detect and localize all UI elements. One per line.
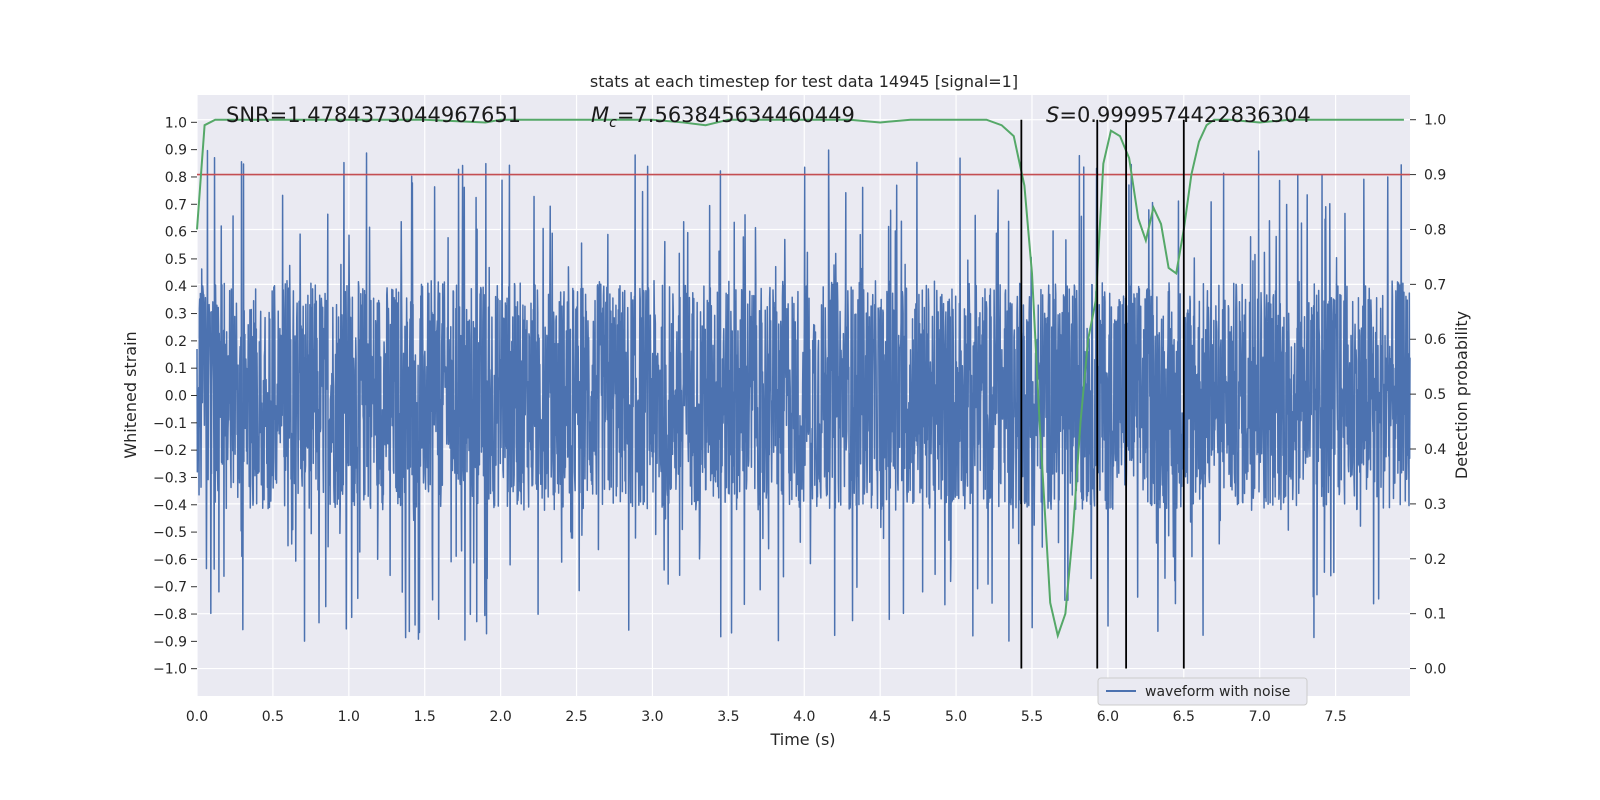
probability-line: [196, 118, 1404, 640]
mc-annotation: Mc=7.563845634460449: [591, 103, 855, 131]
x-tick-label: 0.0: [186, 709, 208, 725]
y-right-tick-labels: 1.0 0.9 0.8 0.7 0.6 0.5 0.4 0.3 0.2 0.1 0.0: [1410, 113, 1446, 678]
vertical-markers: [1020, 119, 1185, 669]
y-right-tick-label: 1.0: [1424, 113, 1446, 129]
y-right-tick-label: 0.5: [1424, 387, 1446, 403]
y-left-tick-label: 0.9: [165, 143, 187, 159]
y-left-tick-label: −1.0: [153, 662, 187, 678]
y-right-tick-label: 0.6: [1424, 332, 1446, 348]
y-left-tick-label: −0.8: [153, 607, 187, 623]
y-left-tick-label: −0.3: [153, 470, 187, 486]
legend-entry: waveform with noise: [1145, 684, 1290, 700]
y-left-tick-label: 0.8: [165, 170, 187, 186]
y-left-tick-label: 0.2: [165, 334, 187, 350]
y-left-tick-label: 1.0: [165, 115, 187, 131]
y-right-tick-label: 0.0: [1424, 662, 1446, 678]
y-left-tick-label: 0.1: [165, 361, 187, 377]
s-symbol: S: [1046, 103, 1059, 127]
y-right-tick-label: 0.8: [1424, 222, 1446, 238]
y-right-tick-label: 0.9: [1424, 168, 1446, 184]
mc-value: =7.563845634460449: [617, 103, 855, 127]
x-tick-label: 4.5: [869, 709, 891, 725]
x-tick-label: 7.5: [1324, 709, 1346, 725]
y-left-tick-labels: 1.0 0.9 0.8 0.7 0.6 0.5 0.4 0.3 0.2 0.1 0.0 −0.1 −0.…: [153, 115, 197, 678]
y-left-tick-label: 0.5: [165, 252, 187, 268]
x-tick-label: 1.5: [414, 709, 436, 725]
legend: waveform with noise: [1097, 677, 1308, 706]
x-tick-label: 1.0: [338, 709, 360, 725]
y-left-tick-label: 0.7: [165, 197, 187, 213]
x-tick-label: 3.5: [717, 709, 739, 725]
mc-subscript: c: [609, 115, 617, 131]
s-annotation: S=0.9999574422836304: [1046, 103, 1311, 127]
x-axis-label: Time (s): [769, 730, 835, 749]
y-left-tick-label: −0.7: [153, 580, 187, 596]
waveform-series: [196, 149, 1411, 642]
y-left-tick-label: 0.3: [165, 307, 187, 323]
probability-series: [196, 118, 1404, 640]
x-tick-label: 6.5: [1173, 709, 1195, 725]
y-left-axis-label: Whitened strain: [121, 331, 140, 458]
x-tick-labels: 0.0 0.5 1.0 1.5 2.0 2.5 3.0 3.5 4.0 4.5 5.0 5.5 6.0 6…: [186, 709, 1347, 725]
legend-box: [1097, 677, 1308, 706]
y-right-tick-label: 0.2: [1424, 552, 1446, 568]
y-right-tick-label: 0.4: [1424, 442, 1446, 458]
x-tick-label: 5.5: [1021, 709, 1043, 725]
y-left-tick-label: −0.9: [153, 634, 187, 650]
y-left-tick-label: 0.0: [165, 389, 187, 405]
y-left-tick-label: −0.1: [153, 416, 187, 432]
x-tick-label: 0.5: [262, 709, 284, 725]
x-tick-label: 3.0: [641, 709, 663, 725]
y-left-tick-label: −0.2: [153, 443, 187, 459]
y-left-tick-label: −0.4: [153, 498, 187, 514]
y-left-tick-label: −0.6: [153, 552, 187, 568]
x-tick-label: 2.5: [565, 709, 587, 725]
y-left-tick-label: 0.4: [165, 279, 187, 295]
y-right-tick-label: 0.3: [1424, 497, 1446, 513]
snr-annotation: SNR=1.4784373044967651: [226, 103, 521, 127]
chart-title: stats at each timestep for test data 149…: [590, 72, 1018, 91]
y-right-tick-label: 0.7: [1424, 277, 1446, 293]
x-tick-label: 2.0: [489, 709, 511, 725]
waveform-line: [196, 149, 1411, 642]
y-right-tick-label: 0.1: [1424, 607, 1446, 623]
x-tick-label: 5.0: [945, 709, 967, 725]
y-left-tick-label: −0.5: [153, 525, 187, 541]
mc-symbol: M: [591, 103, 609, 127]
x-tick-label: 7.0: [1249, 709, 1271, 725]
s-value: =0.9999574422836304: [1059, 103, 1310, 127]
x-tick-label: 6.0: [1097, 709, 1119, 725]
y-right-axis-label: Detection probability: [1452, 311, 1471, 479]
y-left-tick-label: 0.6: [165, 225, 187, 241]
x-tick-label: 4.0: [793, 709, 815, 725]
